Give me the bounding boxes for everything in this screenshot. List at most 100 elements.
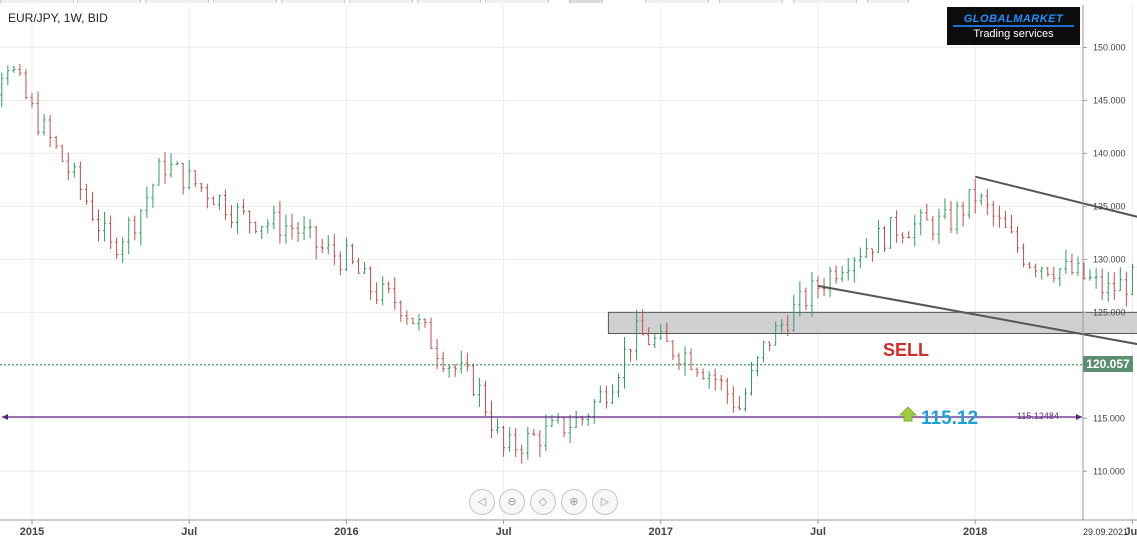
candle — [792, 295, 796, 332]
candle — [616, 373, 621, 398]
candle — [538, 430, 542, 458]
candle — [1124, 271, 1128, 307]
candle — [943, 198, 947, 220]
candle — [72, 162, 76, 178]
horizontal-line-left-arrow — [2, 413, 8, 420]
toolbar-tab[interactable] — [485, 0, 549, 3]
candle — [925, 203, 929, 221]
toolbar-tab[interactable] — [349, 0, 413, 3]
zoom-out-icon[interactable]: ⊖ — [499, 489, 525, 515]
candle — [272, 205, 276, 230]
y-tick-label: 125.000 — [1093, 307, 1126, 317]
candle — [1028, 262, 1032, 269]
candle — [1094, 268, 1098, 289]
toolbar-tab[interactable] — [867, 0, 909, 3]
toolbar-tab[interactable] — [719, 0, 783, 3]
scroll-right-icon[interactable]: ▷ — [592, 489, 618, 515]
toolbar-tab[interactable] — [281, 0, 345, 3]
candle — [967, 188, 971, 219]
candle — [532, 428, 536, 436]
scroll-left-icon[interactable]: ◁ — [469, 489, 495, 515]
candle — [701, 368, 705, 380]
candle — [115, 237, 119, 260]
candle — [6, 65, 10, 86]
candle — [260, 225, 264, 239]
candle — [205, 183, 209, 209]
candle — [60, 144, 64, 162]
candle — [1064, 249, 1068, 274]
candle — [187, 160, 191, 190]
candle — [66, 152, 70, 181]
toolbar-tab[interactable] — [417, 0, 481, 3]
axes: 110.000115.000120.000125.000130.000135.0… — [0, 5, 1137, 538]
candle — [1052, 266, 1056, 283]
candle — [592, 398, 596, 424]
candle — [423, 318, 427, 328]
logo-stripe — [953, 25, 1074, 27]
candle — [586, 413, 590, 426]
candle — [780, 319, 784, 333]
toolbar-tab[interactable] — [213, 0, 277, 3]
candle — [628, 348, 633, 362]
candle — [997, 205, 1001, 228]
toolbar-tab[interactable] — [145, 0, 209, 3]
candle — [882, 226, 887, 252]
toolbar-tab[interactable] — [645, 0, 709, 3]
toolbar-tab[interactable] — [793, 0, 857, 3]
candle — [411, 317, 415, 325]
reset-icon[interactable]: ◇ — [530, 489, 556, 515]
candle — [1015, 226, 1020, 253]
x-tick-label: Jul — [1124, 526, 1137, 538]
candle — [707, 371, 711, 389]
candle — [1040, 266, 1044, 280]
cursor-date-label: 29.09.2021 — [1083, 527, 1129, 537]
candle — [798, 281, 802, 317]
candle — [477, 377, 482, 407]
candle — [217, 194, 222, 210]
toolbar-tab[interactable] — [77, 0, 141, 3]
candle — [266, 219, 270, 234]
candle — [562, 416, 566, 438]
candle — [12, 65, 16, 73]
candle — [520, 444, 524, 464]
candle — [495, 418, 500, 434]
candle — [786, 314, 790, 337]
candle — [888, 216, 893, 249]
candle — [544, 414, 548, 452]
candle — [526, 426, 530, 460]
candle — [973, 178, 977, 214]
candle — [308, 219, 312, 239]
y-tick-label: 110.000 — [1093, 466, 1125, 476]
toolbar-tab[interactable] — [0, 0, 74, 3]
candle — [78, 161, 82, 201]
candle — [713, 368, 717, 391]
logo-title: GLOBALMARKET — [963, 13, 1064, 25]
x-tick-label: 2018 — [963, 526, 987, 538]
candle — [574, 410, 578, 429]
candle — [979, 193, 983, 206]
candle — [1106, 271, 1110, 302]
candle — [816, 275, 820, 299]
candlestick-series — [0, 63, 1137, 464]
candle — [381, 276, 385, 306]
supply-zone — [607, 311, 1137, 335]
candle — [610, 384, 615, 405]
candle — [229, 205, 234, 229]
toolbar-tab-active[interactable] — [569, 0, 603, 3]
candle — [840, 266, 844, 282]
zoom-in-icon[interactable]: ⊕ — [561, 489, 587, 515]
candle — [175, 161, 179, 165]
candle — [768, 341, 772, 351]
candle — [36, 91, 40, 136]
candle — [157, 157, 161, 186]
candle — [647, 327, 651, 346]
candle — [598, 385, 602, 403]
candle — [901, 231, 905, 244]
candle — [641, 309, 645, 336]
candle — [320, 238, 324, 254]
candle — [1112, 272, 1116, 300]
candle — [441, 351, 445, 373]
candle — [399, 300, 403, 322]
candle — [1070, 253, 1074, 275]
